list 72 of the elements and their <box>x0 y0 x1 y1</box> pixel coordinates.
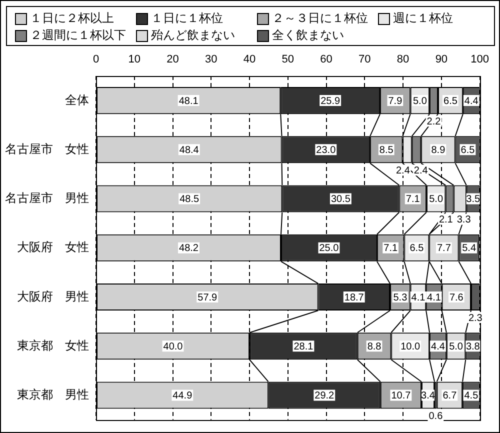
data-label: 28.1 <box>294 341 314 352</box>
data-label: 2.1 <box>438 214 454 226</box>
data-label: 8.5 <box>379 144 394 156</box>
y-tick-label: 大阪府 女性 <box>17 240 89 254</box>
data-label: 0.6 <box>428 411 444 422</box>
legend-label: ２～３日に１杯位 <box>272 10 368 27</box>
data-label: 5.4 <box>462 243 476 254</box>
data-label: 4.1 <box>427 292 442 304</box>
x-tick-label: 60 <box>320 53 332 66</box>
data-label: 5.0 <box>449 341 464 352</box>
data-label: 57.9 <box>198 292 218 304</box>
x-tick-label: 0 <box>92 53 100 66</box>
data-label: 6.5 <box>460 144 476 156</box>
data-label: 18.7 <box>344 292 364 304</box>
legend-label: １日に２杯以上 <box>30 10 114 27</box>
data-label: 3.8 <box>466 341 480 352</box>
legend-label: １日に１杯位 <box>151 10 223 27</box>
y-tick-label: 東京都 女性 <box>17 338 89 352</box>
x-tick-label: 80 <box>396 53 410 66</box>
legend-label: ２週間に１杯以下 <box>30 27 126 44</box>
x-tick-label: 20 <box>166 53 179 66</box>
data-label: 10.7 <box>391 390 412 402</box>
data-label: 6.5 <box>444 96 458 107</box>
legend-label: 全く飲まない <box>272 27 344 44</box>
x-tick-label: 50 <box>282 53 294 66</box>
data-label: 5.0 <box>429 194 444 206</box>
data-label: 4.5 <box>464 390 479 402</box>
data-label: 48.5 <box>180 194 200 206</box>
data-label: 7.6 <box>449 292 464 304</box>
x-tick-label: 100 <box>470 53 490 66</box>
data-label: 5.3 <box>393 292 408 304</box>
data-label: 4.1 <box>411 292 426 304</box>
x-tick-label: 10 <box>128 53 141 66</box>
x-tick-label: 70 <box>358 53 371 66</box>
data-label: 10.0 <box>400 341 421 352</box>
data-label: 4.4 <box>431 341 446 352</box>
y-tick-label: 全体 <box>65 92 89 107</box>
x-tick-label: 90 <box>435 53 448 66</box>
data-label: 6.5 <box>410 243 424 254</box>
data-label: 7.1 <box>406 194 420 206</box>
data-label: 6.7 <box>442 390 458 402</box>
x-tick-label: 40 <box>243 53 256 66</box>
data-label: 4.4 <box>464 96 479 107</box>
legend-label: 殆んど飲まない <box>151 27 235 44</box>
y-tick-label: 大阪府 男性 <box>17 289 89 304</box>
data-label: 8.9 <box>431 144 446 156</box>
data-label: 3.5 <box>466 194 480 206</box>
data-label: 5.0 <box>412 96 428 107</box>
data-label: 3.3 <box>456 214 472 226</box>
data-label: 2.2 <box>426 116 442 128</box>
x-tick-label: 30 <box>205 53 218 66</box>
data-label: 29.2 <box>314 390 335 402</box>
y-tick-label: 東京都 男性 <box>17 388 89 402</box>
legend-label: 週に１杯位 <box>393 10 453 27</box>
data-label: 7.9 <box>388 96 403 107</box>
data-label: 8.8 <box>367 341 382 352</box>
y-tick-label: 名古屋市 男性 <box>5 191 89 206</box>
data-label: 2.3 <box>468 312 483 324</box>
data-label: 48.2 <box>179 243 199 254</box>
data-label: 2.4 <box>414 165 428 176</box>
data-label: 25.0 <box>319 243 340 254</box>
data-label: 30.5 <box>330 194 351 206</box>
data-label: 25.9 <box>320 96 340 107</box>
data-label: 48.4 <box>179 144 200 156</box>
data-label: 44.9 <box>172 390 193 402</box>
data-label: 48.1 <box>178 96 199 107</box>
data-label: 7.7 <box>436 243 452 254</box>
y-tick-label: 名古屋市 女性 <box>5 142 89 156</box>
data-label: 2.4 <box>396 165 410 176</box>
data-label: 23.0 <box>316 144 336 156</box>
data-label: 40.0 <box>163 341 184 352</box>
data-label: 7.1 <box>384 243 398 254</box>
